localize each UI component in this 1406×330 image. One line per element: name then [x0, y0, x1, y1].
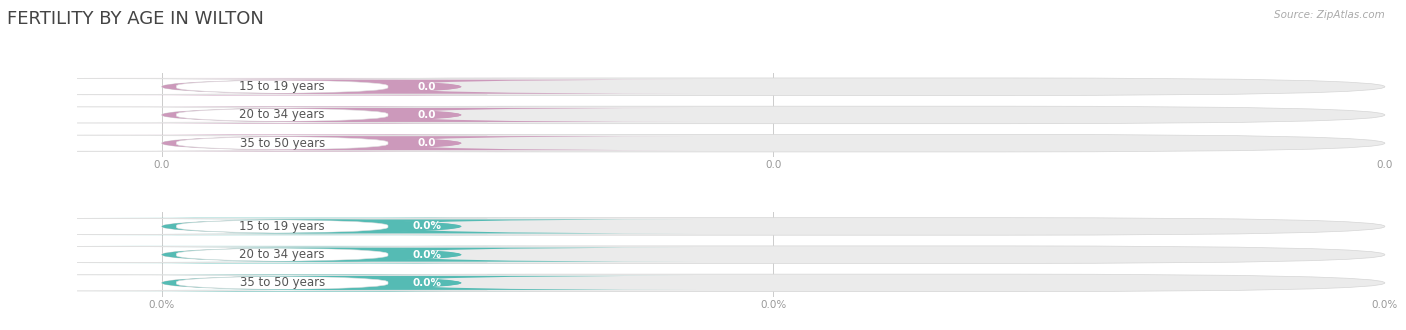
FancyBboxPatch shape	[157, 136, 695, 150]
FancyBboxPatch shape	[157, 248, 695, 262]
FancyBboxPatch shape	[82, 78, 541, 95]
Text: 15 to 19 years: 15 to 19 years	[239, 220, 325, 233]
Text: Source: ZipAtlas.com: Source: ZipAtlas.com	[1274, 10, 1385, 20]
Text: FERTILITY BY AGE IN WILTON: FERTILITY BY AGE IN WILTON	[7, 10, 264, 28]
Text: 0.0: 0.0	[418, 110, 436, 120]
FancyBboxPatch shape	[77, 79, 488, 95]
FancyBboxPatch shape	[82, 106, 541, 124]
FancyBboxPatch shape	[77, 135, 488, 151]
Text: 35 to 50 years: 35 to 50 years	[239, 137, 325, 150]
FancyBboxPatch shape	[82, 274, 541, 292]
Text: 0.0%: 0.0%	[412, 221, 441, 231]
Text: 0.0%: 0.0%	[412, 250, 441, 260]
FancyBboxPatch shape	[162, 274, 1385, 292]
FancyBboxPatch shape	[77, 247, 488, 263]
Text: 0.0: 0.0	[418, 138, 436, 148]
FancyBboxPatch shape	[162, 106, 1385, 124]
Text: 20 to 34 years: 20 to 34 years	[239, 248, 325, 261]
FancyBboxPatch shape	[162, 246, 1385, 263]
Text: 35 to 50 years: 35 to 50 years	[239, 277, 325, 289]
FancyBboxPatch shape	[157, 80, 695, 94]
FancyBboxPatch shape	[162, 134, 1385, 152]
FancyBboxPatch shape	[77, 218, 488, 235]
FancyBboxPatch shape	[82, 218, 541, 235]
Text: 0.0%: 0.0%	[412, 278, 441, 288]
FancyBboxPatch shape	[162, 78, 1385, 95]
FancyBboxPatch shape	[162, 218, 1385, 235]
Text: 20 to 34 years: 20 to 34 years	[239, 109, 325, 121]
FancyBboxPatch shape	[157, 108, 695, 122]
FancyBboxPatch shape	[77, 107, 488, 123]
Text: 0.0: 0.0	[418, 82, 436, 92]
Text: 15 to 19 years: 15 to 19 years	[239, 80, 325, 93]
FancyBboxPatch shape	[77, 275, 488, 291]
FancyBboxPatch shape	[82, 246, 541, 263]
FancyBboxPatch shape	[157, 276, 695, 290]
FancyBboxPatch shape	[82, 134, 541, 152]
FancyBboxPatch shape	[157, 219, 695, 233]
